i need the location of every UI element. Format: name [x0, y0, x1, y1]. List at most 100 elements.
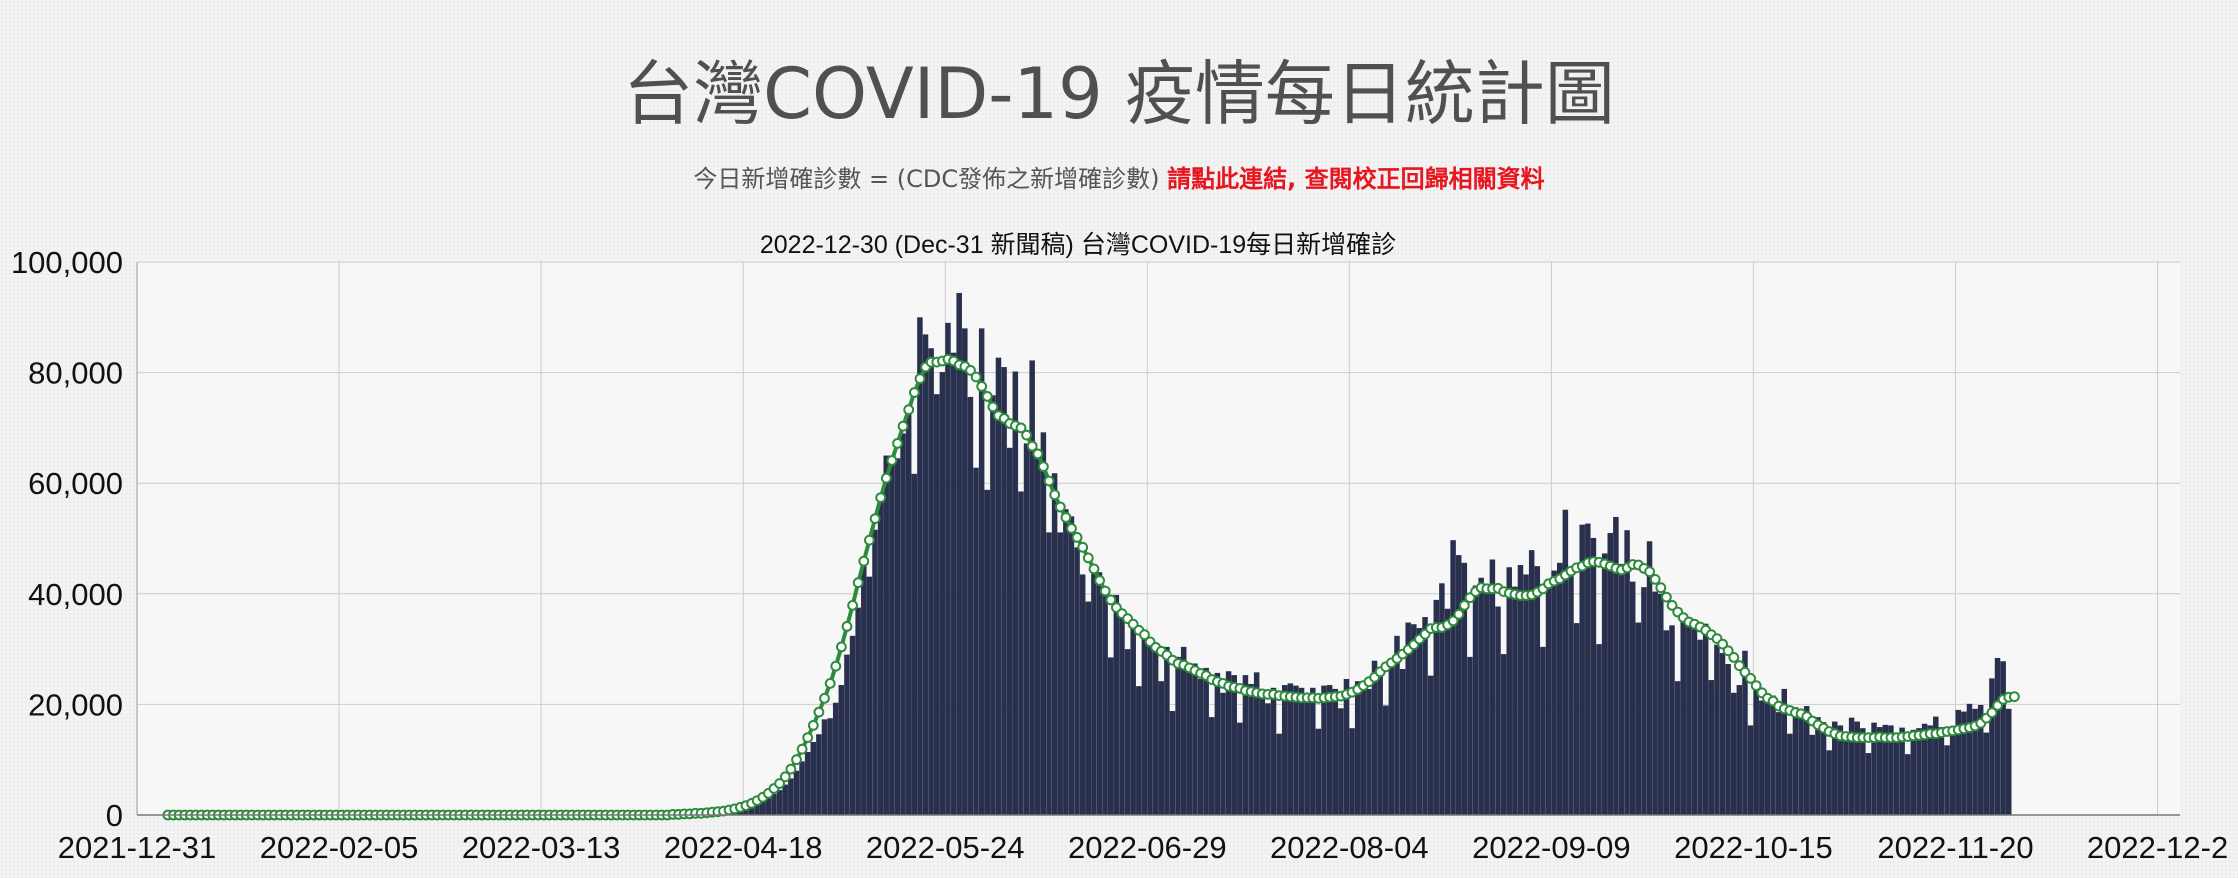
moving-average-point	[858, 555, 870, 567]
bar	[1674, 681, 1681, 815]
moving-average-point	[976, 381, 988, 392]
moving-average-point	[1717, 638, 1728, 650]
bar	[1029, 360, 1035, 815]
bar	[1540, 646, 1546, 815]
bar	[945, 322, 951, 815]
bar	[754, 804, 760, 815]
moving-average-point	[1661, 591, 1672, 603]
bar	[1231, 675, 1237, 815]
x-tick-label: 2022-12-2	[2087, 830, 2228, 865]
moving-average-point	[1750, 680, 1762, 692]
moving-average-point	[836, 641, 847, 653]
bar	[900, 433, 906, 815]
bar	[1164, 646, 1170, 815]
moving-average-point	[807, 720, 819, 731]
bar	[1079, 574, 1086, 815]
bar	[1467, 656, 1473, 815]
moving-average-point	[987, 401, 999, 413]
bar	[1893, 732, 1900, 815]
bar	[973, 467, 979, 815]
moving-average-point	[1026, 440, 1038, 452]
moving-average-point	[830, 660, 842, 672]
moving-average-series	[162, 353, 2020, 821]
bar	[1377, 667, 1383, 815]
bar	[1585, 523, 1591, 815]
bar	[1051, 473, 1058, 815]
bar	[793, 770, 800, 815]
bar	[1854, 721, 1860, 815]
bar	[1837, 725, 1844, 815]
bar	[1197, 678, 1204, 815]
bar	[1843, 732, 1849, 815]
bar	[1354, 681, 1361, 815]
bar	[832, 702, 839, 815]
correction-data-link[interactable]: 請點此連結, 查閱校正回歸相關資料	[1167, 165, 1545, 193]
bar	[1500, 654, 1507, 815]
bar	[1484, 592, 1490, 815]
moving-average-point	[779, 771, 791, 783]
bar	[1225, 671, 1232, 815]
bar	[922, 334, 929, 815]
bar	[1085, 601, 1092, 815]
bar	[1091, 569, 1097, 815]
bar	[956, 292, 962, 815]
bar	[1686, 621, 1692, 815]
bar	[1444, 608, 1451, 815]
bar	[1237, 722, 1243, 815]
chart-container: 2022-12-30 (Dec-31 新聞稿) 台灣COVID-19每日新增確診…	[0, 220, 2238, 878]
bar	[1747, 725, 1754, 815]
bar	[1579, 524, 1585, 815]
moving-average-point	[1986, 707, 1998, 719]
bar	[838, 685, 845, 815]
bar	[1310, 687, 1316, 815]
moving-average-point	[1666, 600, 1678, 611]
bar	[866, 576, 873, 815]
bar	[1040, 432, 1047, 815]
bar	[1332, 688, 1338, 815]
moving-average-point	[880, 472, 892, 484]
bar	[1512, 586, 1518, 815]
bar	[1209, 717, 1215, 815]
subtitle: 今日新增確診數 = (CDC發佈之新增確診數) 請點此連結, 查閱校正回歸相關資…	[0, 163, 2238, 195]
bar	[1001, 367, 1007, 815]
bar	[1399, 669, 1406, 815]
bar	[1057, 532, 1063, 815]
bar	[1556, 562, 1563, 815]
bar	[1759, 700, 1765, 815]
bar	[1961, 711, 1967, 815]
moving-average-point	[1734, 660, 1745, 672]
moving-average-point	[1649, 574, 1661, 585]
bar	[1832, 721, 1838, 815]
moving-average-point	[981, 391, 993, 402]
moving-average-point	[1032, 448, 1044, 460]
moving-average-point	[1105, 594, 1117, 606]
bar	[776, 790, 783, 815]
x-tick-label: 2022-08-04	[1270, 830, 1429, 865]
moving-average-point	[1094, 575, 1105, 586]
bar	[1220, 692, 1226, 815]
x-tick-label: 2022-05-24	[866, 830, 1025, 865]
bar	[1899, 727, 1905, 815]
bar	[1618, 563, 1625, 815]
bar	[1629, 581, 1636, 815]
moving-average-point	[1049, 489, 1061, 501]
x-tick-label: 2022-04-18	[664, 830, 823, 865]
bar	[1248, 683, 1254, 815]
bar	[1293, 685, 1299, 815]
moving-average-point	[1745, 673, 1756, 684]
bar	[1730, 692, 1737, 815]
bar	[1815, 717, 1821, 815]
bar	[939, 372, 946, 815]
bar	[1175, 656, 1181, 815]
bar	[917, 317, 923, 815]
bar	[1130, 619, 1136, 815]
moving-average-point	[897, 420, 909, 432]
bar	[1304, 699, 1310, 815]
bar	[1860, 728, 1866, 815]
bar	[748, 806, 755, 815]
bar	[1472, 585, 1479, 815]
bar	[1046, 532, 1052, 815]
bar	[1635, 622, 1642, 815]
bar	[1669, 625, 1675, 815]
